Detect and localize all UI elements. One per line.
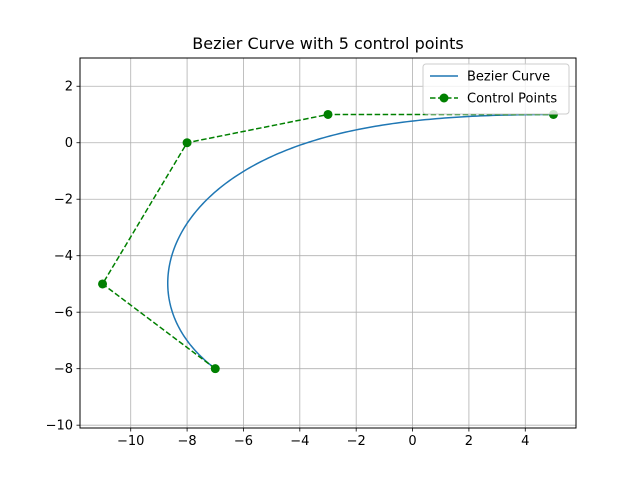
y-tick-label: −6 — [54, 306, 73, 321]
x-tick-label: −8 — [178, 434, 197, 449]
control-points-layer — [98, 110, 558, 373]
y-tick-label: −8 — [54, 362, 73, 377]
x-tick-label: −2 — [347, 434, 366, 449]
y-tick-label: −10 — [46, 419, 73, 434]
x-tick-label: −6 — [234, 434, 253, 449]
control-point — [324, 110, 333, 119]
x-tick-label: 0 — [408, 434, 416, 449]
x-tick-label: 2 — [465, 434, 473, 449]
y-tick-label: 2 — [65, 80, 73, 95]
bezier-curve-line — [168, 114, 554, 368]
axis-ticks: −10 −8 −6 −4 −2 0 2 4 −10 −8 −6 −4 −2 0 2 — [46, 80, 530, 449]
legend-label-bezier-curve: Bezier Curve — [467, 70, 550, 85]
control-point — [183, 138, 192, 147]
legend-marker-control-points — [440, 94, 449, 103]
legend-label-control-points: Control Points — [467, 92, 557, 107]
control-point — [211, 364, 220, 373]
y-tick-label: −2 — [54, 193, 73, 208]
x-tick-label: −4 — [290, 434, 309, 449]
curve-layer — [168, 114, 554, 368]
chart-title: Bezier Curve with 5 control points — [192, 34, 463, 53]
legend: Bezier Curve Control Points — [423, 64, 569, 114]
control-polygon — [103, 114, 554, 368]
x-tick-label: 4 — [521, 434, 529, 449]
y-tick-label: −4 — [54, 249, 73, 264]
y-tick-label: 0 — [65, 136, 73, 151]
control-point — [98, 279, 107, 288]
x-tick-label: −10 — [117, 434, 144, 449]
